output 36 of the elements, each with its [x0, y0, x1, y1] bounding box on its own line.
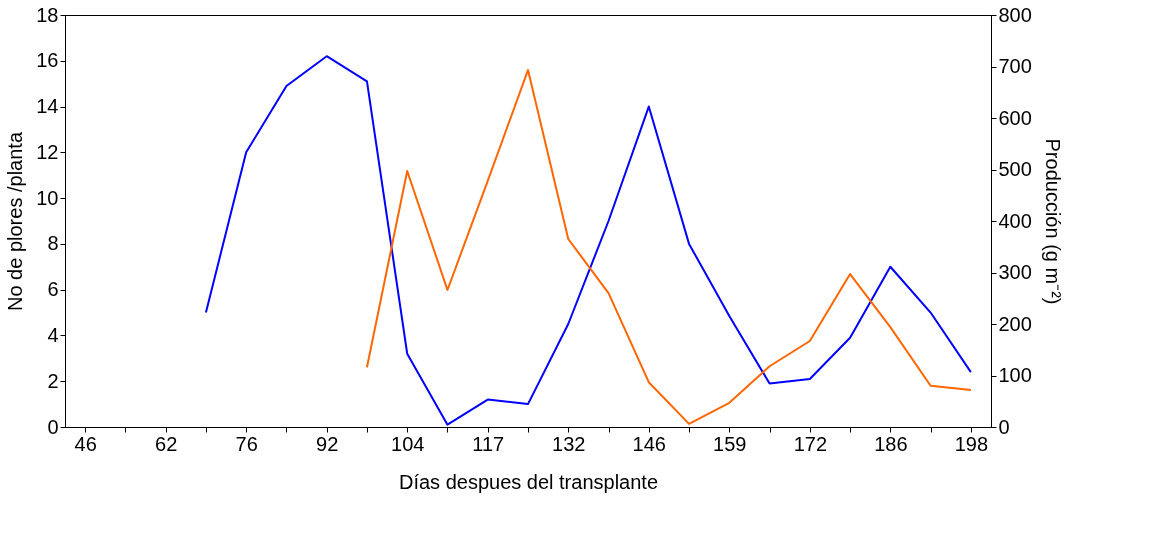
x-tick-label: 92 [316, 432, 339, 455]
y-tick-label: 18 [36, 3, 59, 26]
y2-tick-label: 700 [998, 55, 1032, 77]
y2-tick-label: 600 [998, 106, 1032, 129]
x-tick-label: 46 [74, 432, 97, 455]
line-series [204, 55, 972, 426]
y-axis-title: No de plores /planta [4, 131, 27, 312]
x-tick-label: 62 [155, 432, 178, 455]
y2-tick-label: 500 [998, 158, 1032, 180]
y2-tick-label: 800 [998, 3, 1032, 26]
y-tick-label: 4 [47, 323, 59, 346]
x-tick-label: 76 [235, 432, 258, 455]
x-tick-label: 146 [632, 432, 666, 455]
y2-tick-label: 100 [998, 364, 1032, 386]
x-tick-label: 104 [391, 432, 425, 455]
y-tick-label: 16 [36, 49, 59, 72]
y2-tick-label: 200 [998, 312, 1032, 335]
y2-tick-label: 400 [998, 209, 1032, 232]
x-tick-label: 198 [954, 432, 989, 455]
y-tick-label: 8 [47, 232, 59, 255]
x-tick-label: 132 [552, 432, 586, 455]
y-tick-label: 14 [36, 95, 59, 118]
y-tick-label: 10 [36, 186, 59, 209]
x-tick-label: 172 [793, 432, 828, 455]
y-tick-label: 2 [47, 369, 59, 392]
y-tick-label: 6 [47, 278, 59, 301]
y-tick-label: 0 [47, 415, 59, 438]
x-tick-label: 159 [713, 432, 747, 455]
y2-axis-title: Producción (g m⁻²) [1041, 138, 1064, 305]
x-tick-label: 117 [472, 432, 505, 455]
y2-tick-label: 0 [998, 415, 1010, 438]
y-tick-label: 12 [36, 140, 59, 163]
line-series [365, 69, 972, 425]
x-tick-label: 186 [874, 432, 908, 455]
y2-tick-label: 300 [998, 261, 1032, 283]
x-axis-title: Días despues del transplante [398, 470, 659, 493]
